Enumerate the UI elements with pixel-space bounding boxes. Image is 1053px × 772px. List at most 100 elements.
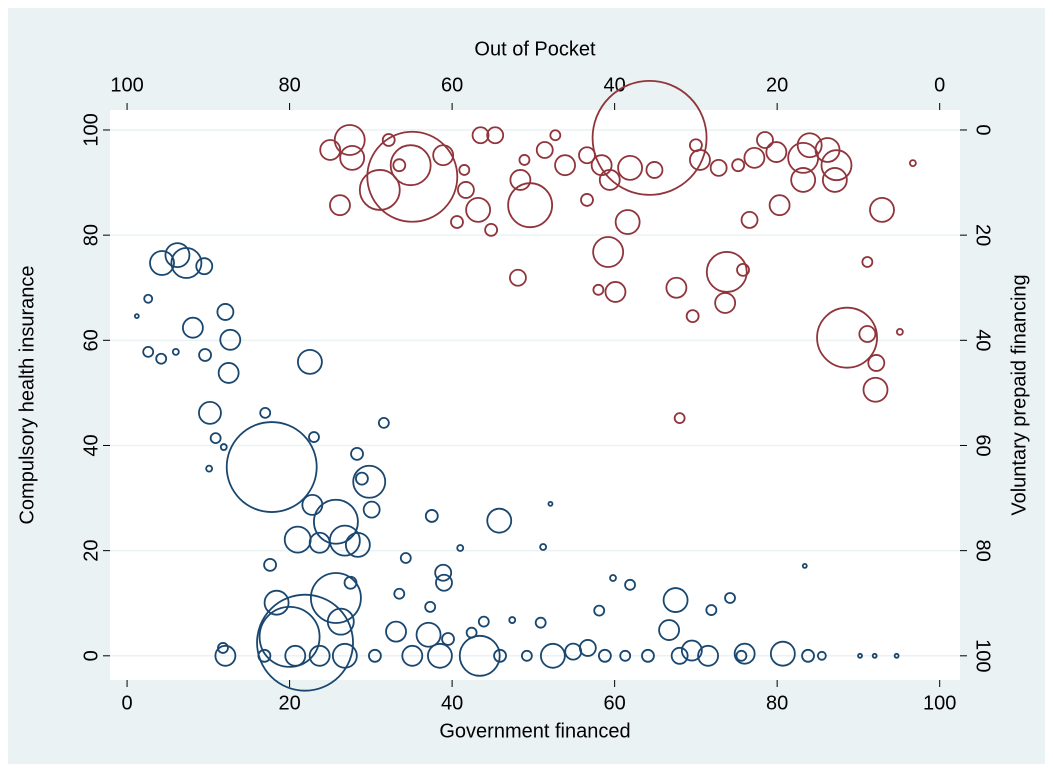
bubble bbox=[593, 604, 606, 617]
bubble bbox=[769, 640, 796, 667]
bubble bbox=[908, 159, 917, 168]
bubble bbox=[319, 139, 342, 161]
bubble bbox=[362, 500, 381, 519]
bubble bbox=[509, 268, 527, 287]
bubble bbox=[535, 141, 554, 159]
x-axis-title: Government financed bbox=[439, 720, 630, 742]
bubble bbox=[641, 648, 655, 663]
bubble bbox=[133, 313, 140, 320]
y-tick-label: 40 bbox=[80, 434, 102, 456]
bubble bbox=[219, 443, 228, 451]
bubble bbox=[329, 194, 351, 217]
bubble bbox=[465, 197, 492, 223]
bubble bbox=[816, 306, 878, 369]
x2-tick-label: 20 bbox=[766, 74, 788, 96]
bubble bbox=[895, 328, 904, 336]
bubble bbox=[259, 406, 272, 419]
x2-tick-label: 40 bbox=[604, 74, 626, 96]
y2-axis-title: Voluntary prepaid financing bbox=[1008, 274, 1030, 515]
bubble bbox=[680, 639, 703, 662]
y-tick-label: 80 bbox=[80, 224, 102, 246]
x-tick-label: 100 bbox=[923, 692, 956, 714]
bubble bbox=[450, 215, 464, 229]
bubble bbox=[458, 164, 471, 176]
bubble bbox=[358, 169, 401, 211]
bubble bbox=[198, 400, 222, 425]
bubble bbox=[624, 578, 636, 591]
bubble bbox=[477, 615, 490, 628]
plot-area bbox=[110, 110, 960, 680]
bubble bbox=[604, 281, 627, 303]
bubble bbox=[591, 79, 708, 196]
bubble bbox=[765, 141, 788, 163]
bubble bbox=[549, 129, 562, 142]
bubble bbox=[862, 376, 889, 403]
x2-tick-label: 100 bbox=[110, 74, 143, 96]
bubble bbox=[858, 325, 877, 343]
bubble bbox=[790, 167, 817, 193]
bubble bbox=[645, 161, 664, 179]
bubble bbox=[768, 194, 791, 217]
bubble bbox=[219, 328, 242, 351]
bubble bbox=[195, 257, 214, 276]
bubble bbox=[735, 649, 748, 662]
bubble bbox=[339, 144, 366, 171]
bubble bbox=[258, 605, 321, 668]
bubble bbox=[597, 648, 612, 663]
bubble bbox=[142, 345, 155, 358]
bubble bbox=[424, 601, 437, 613]
bubble bbox=[377, 416, 390, 429]
bubble bbox=[385, 620, 407, 643]
bubble bbox=[344, 531, 371, 558]
bubble bbox=[209, 432, 222, 445]
x2-tick-label: 60 bbox=[441, 74, 463, 96]
bubble bbox=[181, 316, 204, 339]
bubble bbox=[435, 573, 453, 592]
bubble bbox=[484, 222, 499, 237]
bubble bbox=[333, 124, 366, 156]
bubble bbox=[724, 592, 736, 604]
bubble bbox=[198, 348, 212, 362]
bubble bbox=[393, 587, 406, 600]
bubble bbox=[368, 648, 382, 663]
bubble bbox=[170, 247, 203, 279]
bubble bbox=[458, 634, 501, 677]
bubble bbox=[432, 144, 455, 167]
bubble bbox=[801, 648, 815, 663]
bubble bbox=[609, 574, 617, 582]
bubble bbox=[350, 446, 364, 461]
bubble bbox=[518, 154, 531, 166]
x2-tick-label: 80 bbox=[278, 74, 300, 96]
bubble bbox=[733, 642, 756, 665]
x-tick-label: 80 bbox=[766, 692, 788, 714]
bubble bbox=[352, 464, 387, 499]
bubble bbox=[143, 293, 154, 304]
bubble bbox=[427, 642, 453, 669]
bubble bbox=[580, 193, 594, 207]
bubble bbox=[366, 130, 459, 223]
y-tick-label: 60 bbox=[80, 329, 102, 351]
bubble bbox=[217, 362, 240, 384]
bubble bbox=[392, 158, 407, 173]
bubble bbox=[471, 126, 490, 145]
bubble bbox=[214, 644, 237, 667]
bubble bbox=[284, 644, 307, 667]
bubble bbox=[820, 149, 853, 182]
bubble bbox=[257, 648, 272, 663]
y-axis-title: Compulsory health insurance bbox=[16, 265, 38, 524]
bubble bbox=[308, 431, 320, 443]
bubble bbox=[867, 354, 886, 372]
bubble bbox=[619, 649, 632, 662]
bubble bbox=[331, 642, 358, 669]
bubble bbox=[457, 181, 475, 199]
bubble bbox=[149, 250, 175, 276]
bubble bbox=[756, 131, 774, 149]
bubble bbox=[871, 652, 878, 659]
bubble bbox=[547, 500, 554, 507]
y2-tick-label: 40 bbox=[972, 329, 994, 351]
y2-tick-label: 60 bbox=[972, 434, 994, 456]
y2-tick-label: 80 bbox=[972, 540, 994, 562]
bubble bbox=[801, 562, 808, 569]
bubble bbox=[714, 292, 737, 314]
bubble bbox=[424, 509, 439, 523]
